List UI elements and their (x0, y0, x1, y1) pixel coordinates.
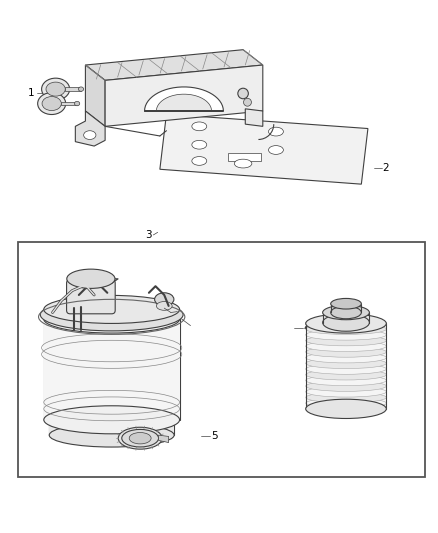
Polygon shape (44, 319, 180, 420)
Ellipse shape (244, 98, 251, 106)
Ellipse shape (306, 318, 386, 329)
Ellipse shape (306, 314, 386, 333)
Ellipse shape (44, 295, 180, 324)
Polygon shape (159, 435, 169, 442)
Ellipse shape (306, 364, 386, 374)
FancyBboxPatch shape (67, 280, 115, 314)
Text: 4: 4 (303, 323, 310, 333)
Ellipse shape (238, 88, 248, 99)
Polygon shape (75, 111, 105, 146)
Polygon shape (245, 109, 263, 126)
Ellipse shape (306, 324, 386, 334)
Ellipse shape (49, 423, 174, 447)
Ellipse shape (84, 131, 96, 140)
Text: 2: 2 (382, 163, 389, 173)
Ellipse shape (155, 293, 174, 306)
Ellipse shape (306, 386, 386, 397)
Ellipse shape (306, 329, 386, 340)
Bar (18, 243, 425, 477)
Ellipse shape (306, 369, 386, 380)
Ellipse shape (192, 122, 207, 131)
Polygon shape (61, 102, 77, 106)
Polygon shape (85, 65, 105, 126)
Ellipse shape (323, 305, 369, 320)
Ellipse shape (306, 358, 386, 369)
Ellipse shape (306, 398, 386, 408)
Ellipse shape (192, 157, 207, 165)
Ellipse shape (331, 298, 361, 309)
Polygon shape (70, 279, 118, 283)
Ellipse shape (129, 432, 151, 444)
Ellipse shape (268, 146, 283, 155)
Ellipse shape (192, 140, 207, 149)
Polygon shape (65, 87, 81, 91)
Ellipse shape (268, 127, 283, 136)
Ellipse shape (44, 305, 180, 333)
Ellipse shape (306, 352, 386, 363)
Ellipse shape (38, 93, 66, 115)
Ellipse shape (42, 96, 61, 110)
Polygon shape (145, 87, 223, 111)
Ellipse shape (74, 101, 80, 106)
Ellipse shape (67, 269, 115, 288)
Polygon shape (306, 324, 386, 409)
Ellipse shape (40, 298, 183, 331)
Polygon shape (105, 65, 263, 126)
Ellipse shape (306, 403, 386, 414)
Polygon shape (156, 94, 212, 111)
Ellipse shape (323, 314, 369, 331)
Ellipse shape (331, 306, 361, 319)
Ellipse shape (44, 406, 180, 434)
Ellipse shape (306, 399, 386, 418)
Ellipse shape (156, 302, 172, 310)
Text: 5: 5 (211, 431, 218, 441)
Bar (228, 154, 261, 161)
Ellipse shape (46, 82, 65, 96)
Ellipse shape (306, 335, 386, 346)
Ellipse shape (118, 427, 162, 449)
Ellipse shape (122, 430, 159, 447)
Text: 1: 1 (27, 88, 34, 99)
Ellipse shape (306, 381, 386, 391)
Ellipse shape (306, 341, 386, 352)
Ellipse shape (306, 392, 386, 403)
Polygon shape (85, 50, 263, 80)
Ellipse shape (42, 78, 70, 100)
Text: 3: 3 (145, 230, 152, 240)
Ellipse shape (306, 346, 386, 357)
Ellipse shape (234, 159, 252, 168)
Polygon shape (49, 420, 174, 435)
Ellipse shape (49, 408, 174, 432)
Ellipse shape (306, 375, 386, 386)
Polygon shape (160, 114, 368, 184)
Ellipse shape (78, 87, 84, 91)
